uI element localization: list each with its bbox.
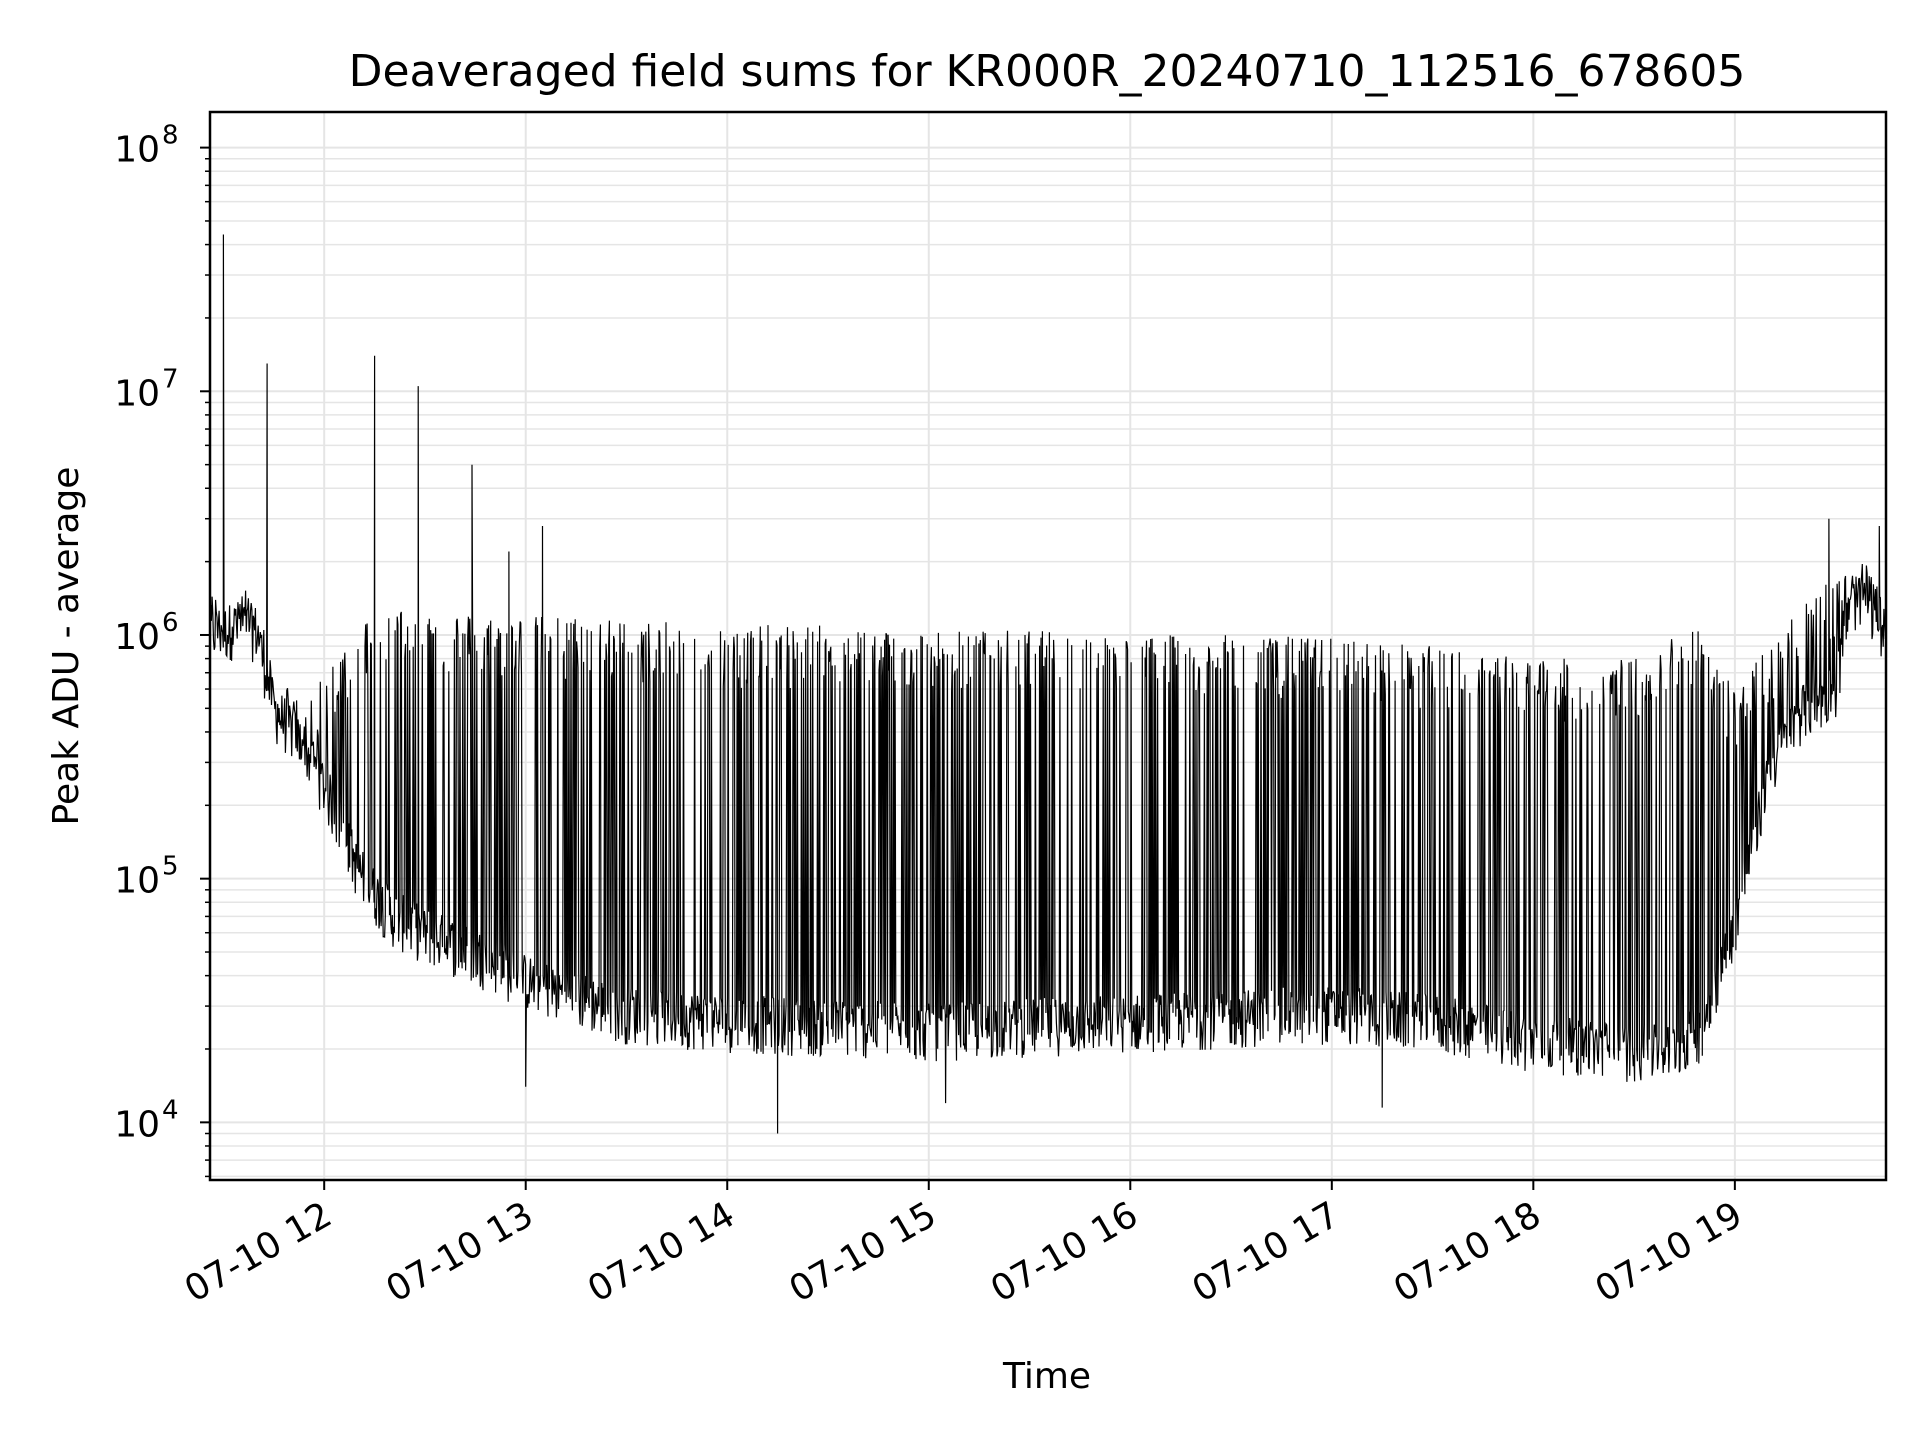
y-tick-exponent: 8 [162, 121, 179, 151]
y-tick-exponent: 4 [162, 1095, 179, 1125]
y-tick-exponent: 6 [162, 608, 179, 638]
y-tick-exponent: 5 [162, 852, 179, 882]
y-tick-exponent: 7 [162, 364, 179, 394]
y-tick-label: 10 [114, 861, 160, 902]
y-tick-label: 10 [114, 1104, 160, 1145]
plot-area [209, 234, 1887, 1134]
y-axis-label: Peak ADU - average [46, 467, 87, 826]
x-axis-label: Time [1002, 1356, 1091, 1397]
y-tick-label: 10 [114, 617, 160, 658]
chart-title: Deaveraged field sums for KR000R_2024071… [349, 46, 1746, 97]
data-series-line [209, 234, 1887, 1134]
y-tick-label: 10 [114, 373, 160, 414]
y-tick-label: 10 [114, 130, 160, 171]
